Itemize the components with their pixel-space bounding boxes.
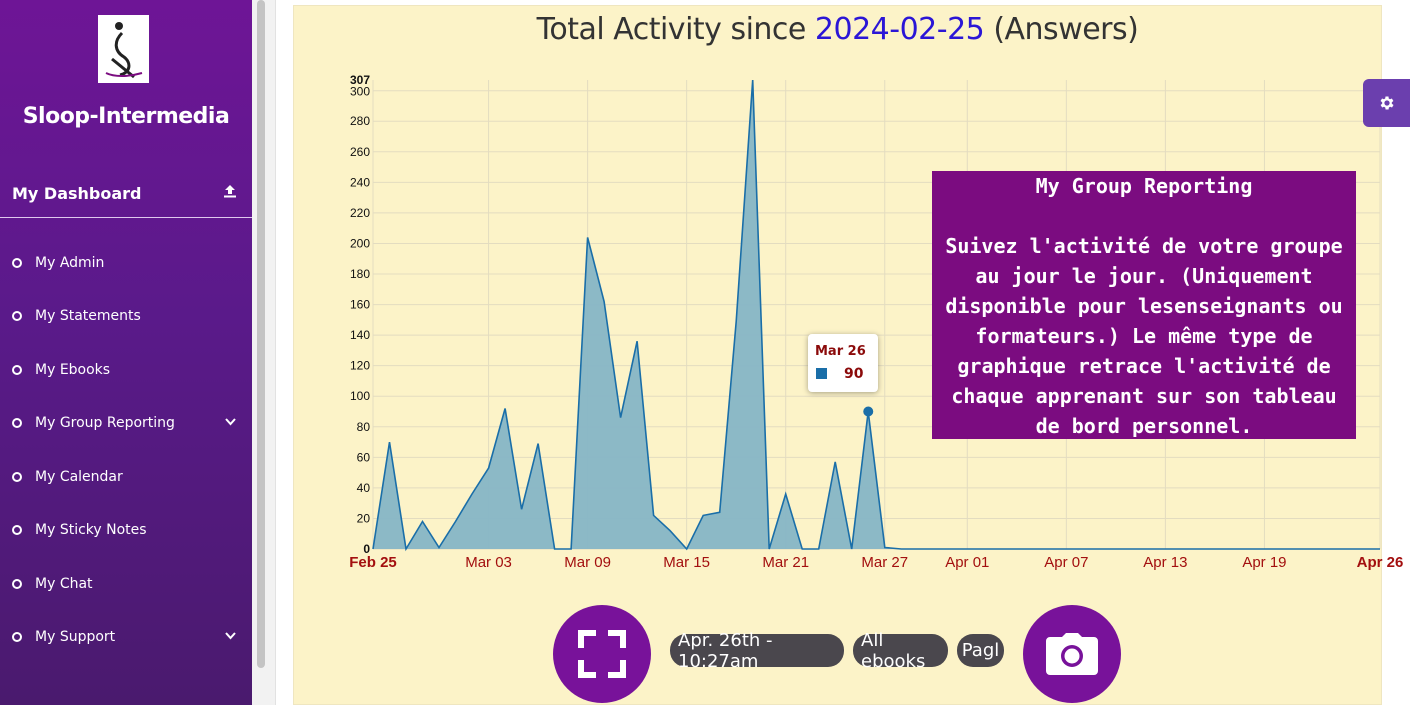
info-title: My Group Reporting: [1035, 174, 1253, 198]
sidebar-item-support[interactable]: My Support: [0, 611, 252, 665]
x-tick-label: Apr 01: [945, 554, 989, 571]
sidebar-item-ebooks[interactable]: My Ebooks: [0, 343, 252, 397]
x-tick-label: Mar 09: [564, 554, 611, 571]
sidebar-item-label: My Ebooks: [35, 361, 111, 378]
y-tick-label: 260: [350, 145, 370, 159]
bullet-icon: [12, 578, 22, 589]
sidebar-scrollbar[interactable]: [252, 0, 276, 705]
y-tick-label: 307: [350, 73, 370, 87]
sidebar-item-sticky-notes[interactable]: My Sticky Notes: [0, 504, 252, 558]
chevron-down-icon[interactable]: [225, 415, 236, 429]
sidebar-item-label: My Sticky Notes: [35, 522, 147, 539]
y-tick-label: 20: [357, 511, 371, 525]
sidebar-item-chat[interactable]: My Chat: [0, 557, 252, 611]
logo-figure-icon: [105, 22, 143, 79]
y-tick-label: 160: [350, 298, 370, 312]
sidebar-nav: My Admin My Statements My Ebooks My Grou…: [0, 236, 252, 664]
sidebar-item-label: My Calendar: [35, 468, 123, 485]
x-tick-label: Apr 19: [1242, 554, 1286, 571]
y-tick-label: 40: [357, 481, 371, 495]
brand-name: Sloop-Intermedia: [22, 104, 230, 129]
bullet-icon: [12, 632, 22, 643]
x-tick-label: Mar 27: [861, 554, 908, 571]
chevron-down-icon[interactable]: [225, 629, 236, 643]
bullet-icon: [12, 364, 22, 375]
snapshot-button[interactable]: [1023, 605, 1121, 703]
dashboard-label: My Dashboard: [12, 184, 142, 203]
sidebar: Sloop-Intermedia My Dashboard My Admin M…: [0, 0, 252, 705]
y-tick-label: 100: [350, 389, 370, 403]
y-tick-label: 180: [350, 267, 370, 281]
highlight-point: [863, 406, 874, 417]
x-tick-label: Mar 03: [465, 554, 512, 571]
x-tick-label: Apr 07: [1044, 554, 1088, 571]
title-suffix: (Answers): [984, 12, 1139, 47]
sidebar-item-label: My Support: [35, 629, 116, 646]
y-tick-label: 240: [350, 175, 370, 189]
camera-icon: [1046, 633, 1098, 675]
bullet-icon: [12, 471, 22, 482]
info-box: My Group Reporting Suivez l'activité de …: [932, 171, 1356, 439]
y-tick-label: 220: [350, 206, 370, 220]
pagination-button[interactable]: Pagl: [957, 634, 1004, 667]
tooltip-series-swatch: [816, 368, 827, 379]
chart-title: Total Activity since 2024-02-25 (Answers…: [294, 12, 1381, 47]
tooltip-date: Mar 26: [815, 344, 866, 359]
upload-icon[interactable]: [224, 184, 236, 202]
x-tick-label: Feb 25: [349, 554, 397, 571]
ebook-filter-button[interactable]: All ebooks: [853, 630, 948, 672]
timestamp-badge: Apr. 26th - 10:27am: [670, 630, 844, 672]
sidebar-item-admin[interactable]: My Admin: [0, 236, 252, 290]
chart-tooltip: Mar 26 90: [808, 334, 878, 392]
y-tick-label: 0: [363, 542, 370, 556]
title-prefix: Total Activity since: [536, 12, 815, 47]
x-tick-label: Apr 13: [1143, 554, 1187, 571]
sidebar-item-label: My Admin: [35, 254, 105, 271]
bullet-icon: [12, 257, 22, 268]
bullet-icon: [12, 418, 22, 429]
x-tick-label: Mar 15: [663, 554, 710, 571]
y-tick-label: 200: [350, 236, 370, 250]
sidebar-item-calendar[interactable]: My Calendar: [0, 450, 252, 504]
sidebar-item-label: My Group Reporting: [35, 415, 175, 432]
y-tick-label: 120: [350, 359, 370, 373]
gear-icon: [1380, 96, 1394, 110]
x-tick-label: Apr 26: [1357, 554, 1404, 571]
y-tick-label: 140: [350, 328, 370, 342]
sidebar-item-label: My Chat: [35, 575, 93, 592]
bullet-icon: [12, 311, 22, 322]
y-tick-label: 300: [350, 85, 370, 99]
fullscreen-button[interactable]: [553, 605, 651, 703]
y-tick-label: 80: [357, 420, 371, 434]
scrollbar-thumb[interactable]: [257, 0, 265, 668]
tooltip-value: 90: [844, 366, 864, 382]
settings-button[interactable]: [1363, 79, 1410, 127]
y-tick-label: 280: [350, 114, 370, 128]
title-date: 2024-02-25: [814, 12, 985, 47]
dashboard-header[interactable]: My Dashboard: [0, 170, 252, 218]
series-area: [373, 80, 1380, 549]
brand-logo[interactable]: [98, 15, 149, 83]
sidebar-item-label: My Statements: [35, 308, 141, 325]
y-tick-label: 60: [357, 450, 371, 464]
info-text: Suivez l'activité de votre groupe au jou…: [945, 234, 1343, 438]
sidebar-item-statements[interactable]: My Statements: [0, 290, 252, 344]
sidebar-item-group-reporting[interactable]: My Group Reporting: [0, 397, 252, 451]
x-tick-label: Mar 21: [762, 554, 809, 571]
expand-icon: [578, 630, 626, 678]
series-line: [372, 79, 1380, 552]
bullet-icon: [12, 525, 22, 536]
